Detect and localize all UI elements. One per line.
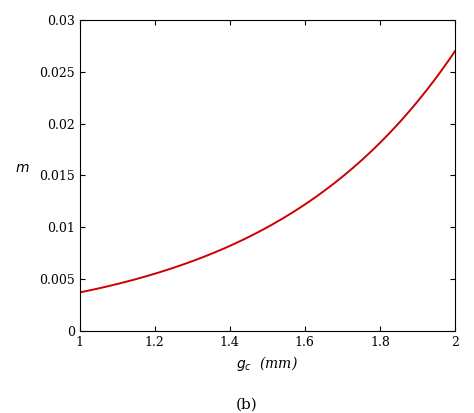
Text: (b): (b) bbox=[236, 398, 257, 412]
Y-axis label: $m$: $m$ bbox=[15, 161, 29, 176]
X-axis label: $g_c$  (mm): $g_c$ (mm) bbox=[237, 354, 298, 373]
